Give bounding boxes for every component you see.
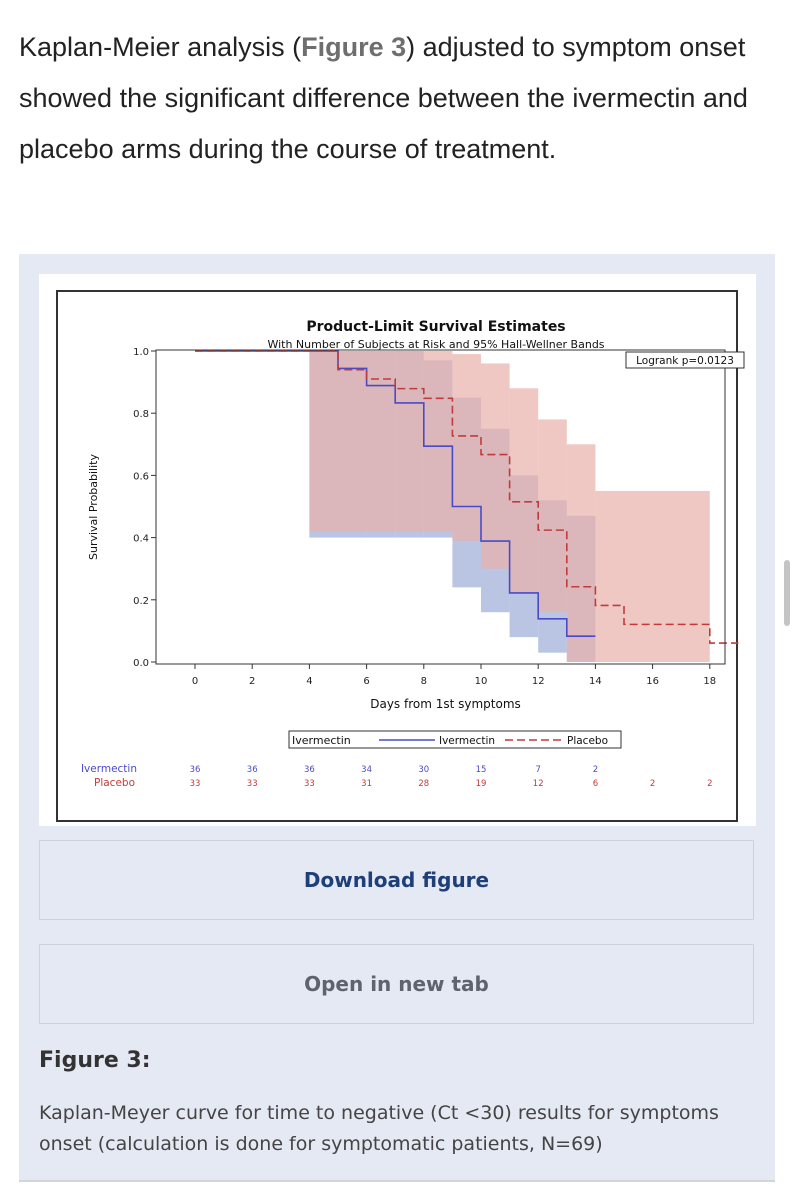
chart-axes: 0.0 0.2 0.4 0.6 0.8 1.0 0 2 4 6 8 10 12 14 16 18 Days fr… — [87, 347, 745, 711]
curve-placebo — [195, 350, 739, 644]
at-risk-label-ivermectin: Ivermectin — [81, 763, 137, 775]
at-risk-placebo-value: 33 — [304, 779, 315, 789]
band-placebo-segment — [309, 351, 338, 532]
at-risk-label-placebo: Placebo — [94, 777, 135, 789]
confidence-bands — [309, 351, 710, 662]
y-tick-label: 0.4 — [133, 534, 149, 545]
band-placebo-segment — [509, 388, 539, 594]
km-chart: Product-Limit Survival Estimates With Nu… — [56, 290, 745, 822]
x-axis-label: Days from 1st symptoms — [370, 697, 521, 711]
at-risk-placebo-value: 2 — [707, 779, 712, 789]
x-tick-label: 2 — [249, 676, 255, 687]
band-placebo-segment — [395, 351, 424, 532]
at-risk-ivermectin-value: 34 — [361, 765, 372, 775]
y-tick-label: 1.0 — [133, 347, 149, 358]
figure-3-link[interactable]: Figure 3 — [301, 32, 407, 62]
at-risk-placebo-value: 12 — [533, 779, 544, 789]
figure-image[interactable]: Product-Limit Survival Estimates With Nu… — [39, 274, 756, 826]
at-risk-placebo-value: 6 — [593, 779, 598, 789]
x-tick-label: 18 — [703, 676, 716, 687]
x-tick-label: 12 — [532, 676, 545, 687]
figure-panel: Product-Limit Survival Estimates With Nu… — [19, 254, 775, 1180]
x-tick-label: 10 — [475, 676, 488, 687]
at-risk-ivermectin-value: 30 — [418, 765, 429, 775]
chart-subtitle: With Number of Subjects at Risk and 95% … — [267, 338, 604, 351]
at-risk-placebo-value: 33 — [247, 779, 258, 789]
at-risk-placebo-value: 33 — [190, 779, 201, 789]
band-placebo-segment — [338, 351, 367, 532]
x-tick-label: 4 — [306, 676, 312, 687]
x-tick-label: 6 — [363, 676, 369, 687]
y-axis-label: Survival Probability — [87, 454, 100, 560]
scrollbar-thumb[interactable] — [784, 560, 790, 626]
at-risk-placebo-value: 28 — [418, 779, 429, 789]
logrank-box — [625, 351, 745, 369]
at-risk-placebo-value: 2 — [650, 779, 655, 789]
x-tick-label: 8 — [421, 676, 427, 687]
chart-frame — [56, 290, 738, 822]
band-placebo-segment — [595, 490, 710, 662]
legend-title: Ivermectin — [292, 734, 351, 747]
intro-text-after: ) adjusted to symptom onset showed the s… — [19, 32, 748, 164]
x-tick-label: 0 — [192, 676, 198, 687]
survival-lines — [195, 350, 739, 644]
y-tick-label: 0.6 — [133, 471, 149, 482]
at-risk-ivermectin-value: 36 — [247, 765, 258, 775]
x-tick-label: 16 — [646, 676, 659, 687]
legend-box — [288, 730, 622, 749]
band-placebo-segment — [481, 363, 510, 569]
at-risk-placebo-value: 19 — [476, 779, 487, 789]
intro-text-before: Kaplan-Meier analysis ( — [19, 32, 302, 62]
chart-title: Product-Limit Survival Estimates — [306, 319, 565, 335]
at-risk-ivermectin-value: 36 — [304, 765, 315, 775]
band-placebo-segment — [566, 444, 596, 662]
band-placebo-segment — [423, 351, 453, 532]
plot-area — [155, 349, 726, 665]
y-tick-label: 0.0 — [133, 658, 149, 669]
logrank-annotation: Logrank p=0.0123 — [636, 355, 734, 367]
at-risk-ivermectin-value: 15 — [476, 765, 487, 775]
open-new-tab-button[interactable]: Open in new tab — [39, 944, 754, 1024]
y-tick-label: 0.2 — [133, 596, 149, 607]
chart-legend: Ivermectin Ivermectin Placebo — [288, 730, 622, 749]
curve-ivermectin — [195, 350, 596, 637]
at-risk-ivermectin-value: 7 — [535, 765, 540, 775]
figure-label: Figure 3: — [39, 1048, 151, 1073]
figure-caption: Kaplan-Meyer curve for time to negative … — [39, 1102, 719, 1155]
band-placebo-segment — [538, 419, 567, 613]
at-risk-ivermectin-value: 2 — [593, 765, 598, 775]
x-tick-label: 14 — [589, 676, 602, 687]
intro-paragraph: Kaplan-Meier analysis (Figure 3) adjuste… — [19, 22, 759, 175]
download-figure-button[interactable]: Download figure — [39, 840, 754, 920]
band-placebo-segment — [366, 351, 396, 532]
at-risk-table: Ivermectin Placebo 36 33 36 33 36 33 34 31 30 28 15 1… — [81, 763, 713, 789]
band-placebo-segment — [452, 354, 481, 541]
y-tick-label: 0.8 — [133, 409, 149, 420]
at-risk-ivermectin-value: 36 — [190, 765, 201, 775]
divider — [19, 1180, 775, 1182]
legend-entry-ivermectin: Ivermectin — [439, 735, 495, 747]
at-risk-placebo-value: 31 — [361, 779, 372, 789]
legend-entry-placebo: Placebo — [567, 735, 608, 747]
